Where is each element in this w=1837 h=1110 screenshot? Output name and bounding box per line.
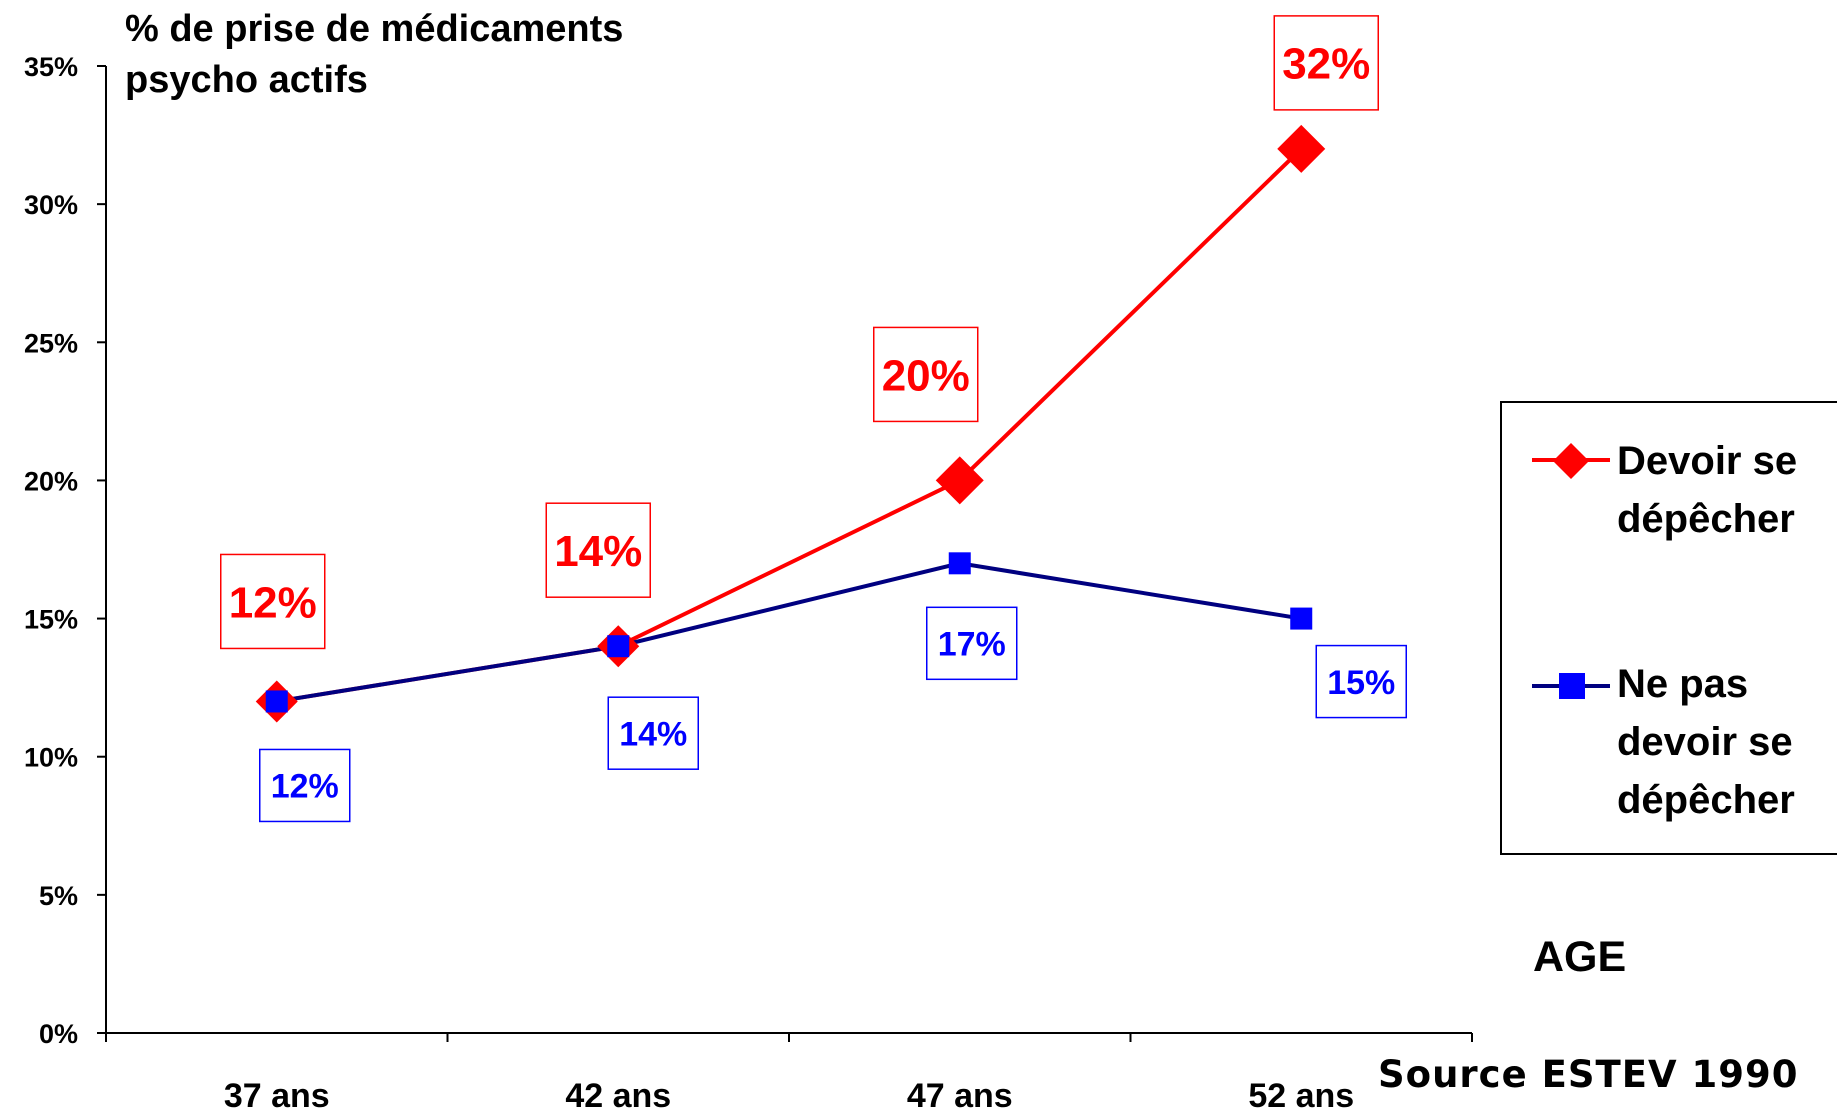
y-axis-title-line-2: psycho actifs — [125, 59, 368, 101]
data-point-devoir — [1277, 124, 1326, 173]
source-note: Source ESTEV 1990 — [1378, 1053, 1799, 1096]
data-label-devoir-box — [545, 502, 651, 598]
y-tick-label: 30% — [24, 190, 78, 220]
data-point-ne-pas-devoir — [265, 690, 288, 713]
legend-label-devoir: Devoir se dépêcher — [1617, 439, 1798, 541]
data-label-devoir: 14% — [554, 527, 642, 576]
data-label-ne-pas-devoir-box — [259, 748, 351, 823]
legend-label-ne-pas-devoir: Ne pas devoir se dépêcher — [1617, 662, 1795, 822]
series-line-ne-pas-devoir — [276, 561, 1302, 704]
chart-legend: Devoir se dépêcher Ne pas devoir se dépê… — [1500, 401, 1837, 855]
data-point-devoir — [935, 456, 984, 505]
data-point-ne-pas-devoir — [607, 635, 630, 658]
data-label-ne-pas-devoir-box — [1315, 644, 1407, 719]
legend-diamond-marker — [1553, 443, 1589, 479]
data-point-ne-pas-devoir — [1290, 607, 1313, 630]
data-label-ne-pas-devoir: 14% — [619, 715, 687, 753]
y-axis-title-line-1: % de prise de médicaments — [125, 8, 624, 50]
y-tick-label: 25% — [24, 328, 78, 358]
x-tick-label: 47 ans — [907, 1077, 1013, 1110]
data-label-devoir: 20% — [882, 351, 970, 400]
data-label-ne-pas-devoir: 15% — [1327, 664, 1395, 702]
data-label-devoir: 12% — [229, 578, 317, 627]
y-axis-title: % de prise de médicaments psycho actifs — [125, 4, 623, 106]
x-axis-title: AGE — [1533, 933, 1627, 981]
data-label-devoir-box — [1273, 15, 1379, 111]
x-tick-label: 42 ans — [565, 1077, 671, 1110]
y-tick-label: 20% — [24, 466, 78, 496]
data-label-devoir: 32% — [1282, 40, 1370, 89]
data-label-ne-pas-devoir-box — [926, 606, 1018, 681]
x-tick-label: 52 ans — [1248, 1077, 1354, 1110]
data-point-ne-pas-devoir — [948, 552, 971, 575]
legend-square-marker — [1559, 673, 1585, 699]
y-tick-label: 10% — [24, 743, 78, 773]
y-tick-label: 5% — [39, 881, 78, 911]
y-tick-label: 35% — [24, 52, 78, 82]
data-label-ne-pas-devoir-box — [607, 696, 699, 770]
data-label-devoir-box — [873, 326, 979, 423]
y-tick-label: 0% — [39, 1019, 78, 1049]
data-label-devoir-box — [220, 553, 326, 650]
data-label-ne-pas-devoir: 17% — [938, 626, 1006, 664]
x-tick-label: 37 ans — [224, 1077, 330, 1110]
data-label-ne-pas-devoir: 12% — [271, 768, 339, 806]
y-tick-label: 15% — [24, 605, 78, 635]
series-line-devoir — [276, 147, 1303, 704]
